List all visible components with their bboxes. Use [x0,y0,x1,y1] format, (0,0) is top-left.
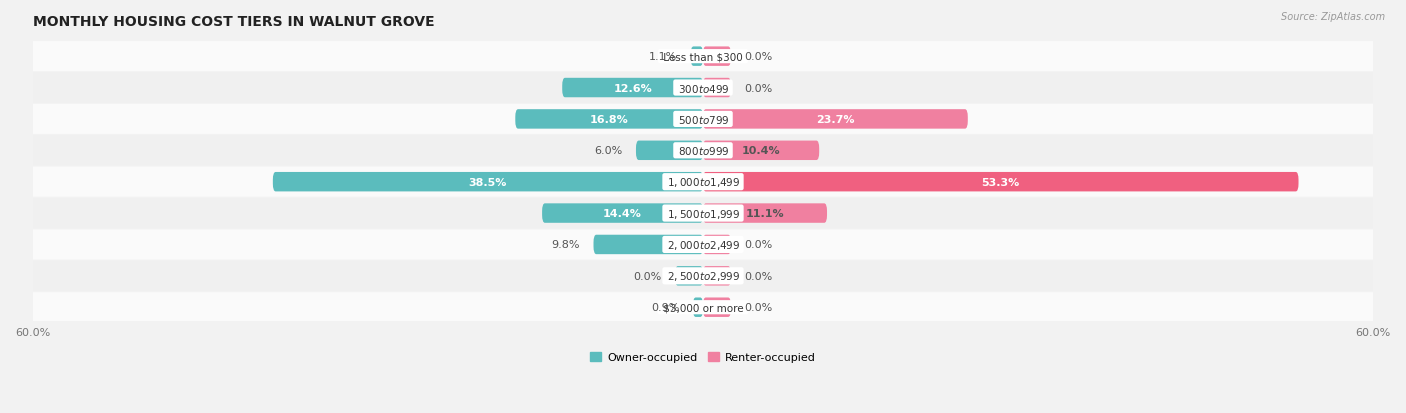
Text: 38.5%: 38.5% [468,177,508,187]
Text: 14.4%: 14.4% [603,209,643,218]
FancyBboxPatch shape [703,141,820,161]
FancyBboxPatch shape [675,266,703,286]
FancyBboxPatch shape [21,292,1385,323]
FancyBboxPatch shape [703,47,731,67]
FancyBboxPatch shape [543,204,703,223]
Text: 11.1%: 11.1% [745,209,785,218]
FancyBboxPatch shape [703,266,731,286]
Text: 0.0%: 0.0% [744,271,772,281]
FancyBboxPatch shape [21,104,1385,135]
Text: $300 to $499: $300 to $499 [675,82,731,94]
FancyBboxPatch shape [690,47,703,67]
FancyBboxPatch shape [21,199,1385,228]
Text: Source: ZipAtlas.com: Source: ZipAtlas.com [1281,12,1385,22]
FancyBboxPatch shape [21,42,1385,72]
Text: 6.0%: 6.0% [595,146,623,156]
FancyBboxPatch shape [562,78,703,98]
FancyBboxPatch shape [703,78,731,98]
Text: $500 to $799: $500 to $799 [675,114,731,126]
FancyBboxPatch shape [703,204,827,223]
FancyBboxPatch shape [21,261,1385,291]
FancyBboxPatch shape [515,110,703,129]
Text: 0.0%: 0.0% [744,52,772,62]
Text: 10.4%: 10.4% [742,146,780,156]
FancyBboxPatch shape [693,298,703,317]
Text: MONTHLY HOUSING COST TIERS IN WALNUT GROVE: MONTHLY HOUSING COST TIERS IN WALNUT GRO… [32,15,434,29]
Text: $1,500 to $1,999: $1,500 to $1,999 [665,207,741,220]
Text: $2,000 to $2,499: $2,000 to $2,499 [665,238,741,252]
FancyBboxPatch shape [703,173,1299,192]
Text: $1,000 to $1,499: $1,000 to $1,499 [665,176,741,189]
FancyBboxPatch shape [703,110,967,129]
FancyBboxPatch shape [703,235,731,254]
FancyBboxPatch shape [636,141,703,161]
FancyBboxPatch shape [21,230,1385,260]
Text: $800 to $999: $800 to $999 [675,145,731,157]
Text: 0.0%: 0.0% [634,271,662,281]
Text: 23.7%: 23.7% [815,115,855,125]
Text: 0.0%: 0.0% [744,240,772,250]
Text: Less than $300: Less than $300 [659,52,747,62]
FancyBboxPatch shape [273,173,703,192]
Text: 0.0%: 0.0% [744,302,772,313]
Text: 16.8%: 16.8% [589,115,628,125]
FancyBboxPatch shape [593,235,703,254]
FancyBboxPatch shape [21,167,1385,197]
Text: 0.9%: 0.9% [651,302,679,313]
Text: 1.1%: 1.1% [650,52,678,62]
Text: $3,000 or more: $3,000 or more [659,302,747,313]
Text: 0.0%: 0.0% [744,83,772,93]
FancyBboxPatch shape [21,73,1385,103]
Text: 53.3%: 53.3% [981,177,1019,187]
Text: 12.6%: 12.6% [613,83,652,93]
FancyBboxPatch shape [703,298,731,317]
Text: 9.8%: 9.8% [551,240,581,250]
Legend: Owner-occupied, Renter-occupied: Owner-occupied, Renter-occupied [586,348,820,367]
FancyBboxPatch shape [21,136,1385,166]
Text: $2,500 to $2,999: $2,500 to $2,999 [665,270,741,282]
